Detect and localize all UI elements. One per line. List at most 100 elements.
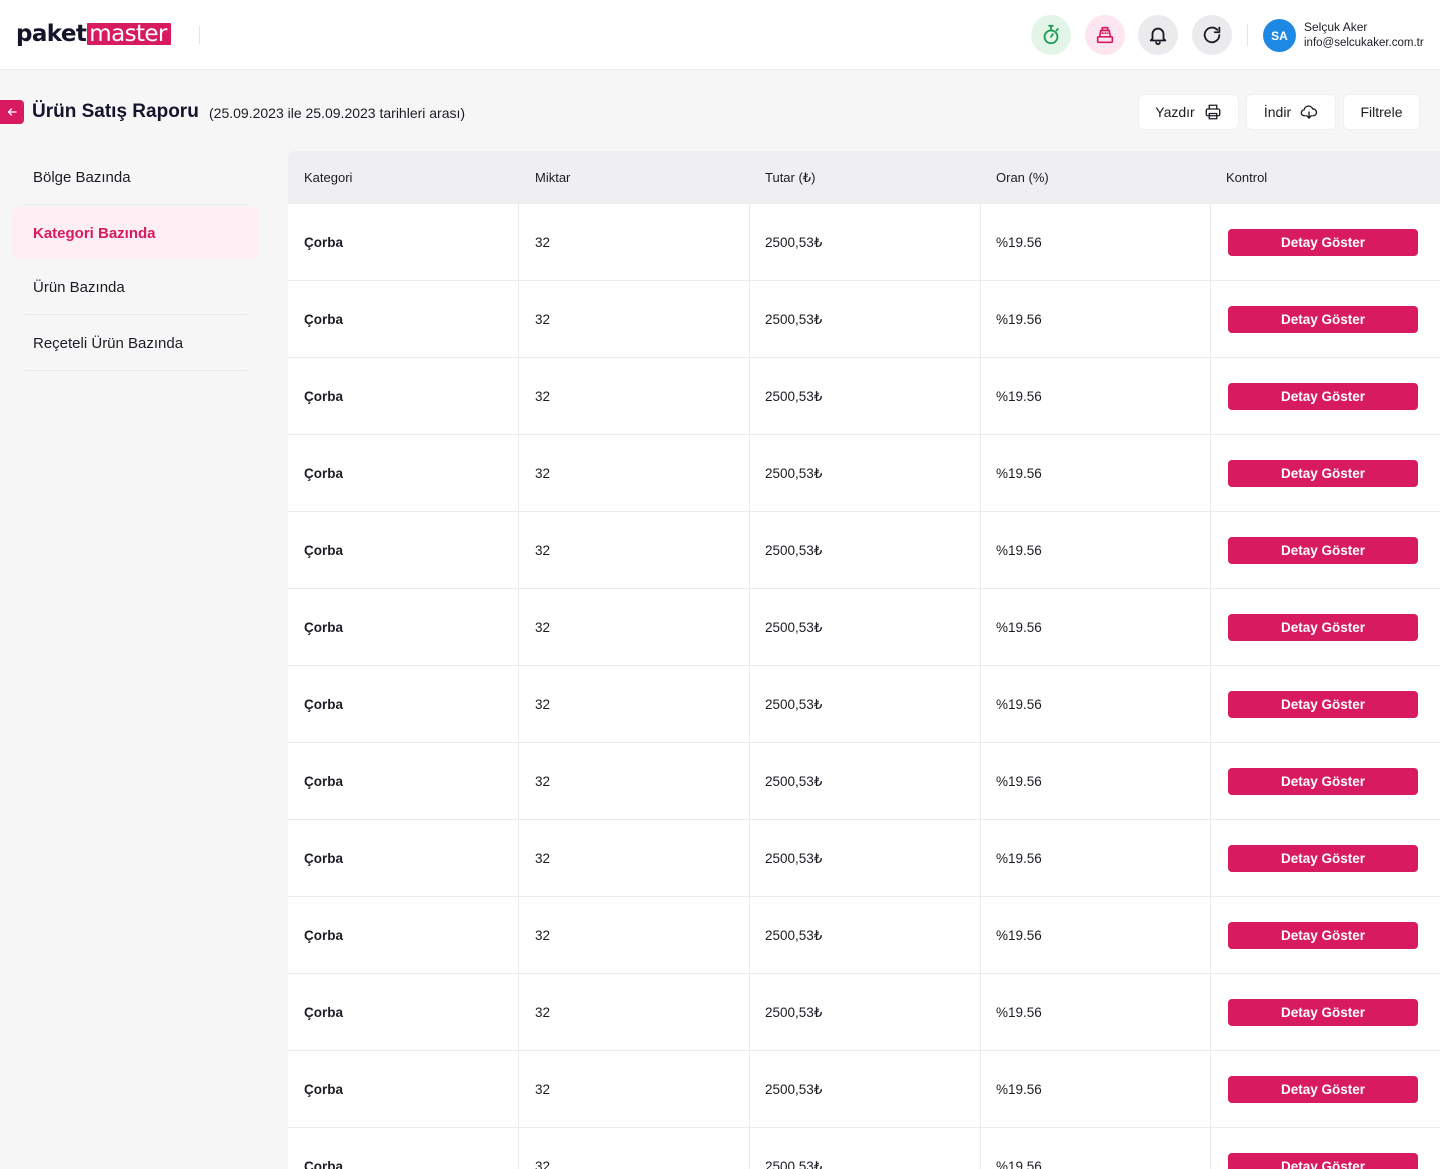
ratio-cell: %19.56 xyxy=(996,774,1042,789)
show-detail-button[interactable]: Detay Göster xyxy=(1228,229,1418,256)
refresh-icon xyxy=(1203,26,1221,44)
column-divider xyxy=(980,974,981,1051)
ratio-cell: %19.56 xyxy=(996,543,1042,558)
sidebar-item-label: Kategori Bazında xyxy=(33,224,156,242)
column-divider xyxy=(1210,1128,1211,1169)
amount-cell: 2500,53₺ xyxy=(765,697,823,712)
show-detail-button[interactable]: Detay Göster xyxy=(1228,383,1418,410)
column-divider xyxy=(518,666,519,743)
user-avatar[interactable]: SA xyxy=(1263,19,1296,52)
cloud-download-icon xyxy=(1300,105,1318,119)
sidebar-item-recipe-product[interactable]: Reçeteli Ürün Bazında xyxy=(25,316,247,371)
table-row: Çorba 32 2500,53₺ %19.56 Detay Göster xyxy=(288,512,1440,589)
column-divider xyxy=(518,1051,519,1128)
print-button[interactable]: Yazdır xyxy=(1138,94,1239,130)
table-row: Çorba 32 2500,53₺ %19.56 Detay Göster xyxy=(288,589,1440,666)
amount-cell: 2500,53₺ xyxy=(765,389,823,404)
show-detail-button[interactable]: Detay Göster xyxy=(1228,768,1418,795)
column-divider xyxy=(1210,204,1211,281)
column-divider xyxy=(980,1128,981,1169)
show-detail-button[interactable]: Detay Göster xyxy=(1228,460,1418,487)
ratio-cell: %19.56 xyxy=(996,1082,1042,1097)
column-divider xyxy=(749,589,750,666)
column-divider xyxy=(1210,897,1211,974)
ratio-cell: %19.56 xyxy=(996,389,1042,404)
column-header-control: Kontrol xyxy=(1226,170,1268,185)
column-header-quantity[interactable]: Miktar xyxy=(535,170,571,185)
column-header-ratio[interactable]: Oran (%) xyxy=(996,170,1049,185)
sidebar-item-category[interactable]: Kategori Bazında xyxy=(12,207,258,259)
table-row: Çorba 32 2500,53₺ %19.56 Detay Göster xyxy=(288,743,1440,820)
back-button[interactable] xyxy=(0,100,24,124)
refresh-button[interactable] xyxy=(1192,15,1232,55)
column-divider xyxy=(518,589,519,666)
ratio-cell: %19.56 xyxy=(996,1005,1042,1020)
column-divider xyxy=(980,204,981,281)
column-divider xyxy=(749,435,750,512)
notifications-button[interactable] xyxy=(1138,15,1178,55)
show-detail-button[interactable]: Detay Göster xyxy=(1228,306,1418,333)
ratio-cell: %19.56 xyxy=(996,235,1042,250)
amount-cell: 2500,53₺ xyxy=(765,620,823,635)
show-detail-button[interactable]: Detay Göster xyxy=(1228,922,1418,949)
ratio-cell: %19.56 xyxy=(996,928,1042,943)
show-detail-button[interactable]: Detay Göster xyxy=(1228,1076,1418,1103)
amount-cell: 2500,53₺ xyxy=(765,774,823,789)
download-button[interactable]: İndir xyxy=(1246,94,1336,130)
show-detail-button[interactable]: Detay Göster xyxy=(1228,537,1418,564)
column-divider xyxy=(749,820,750,897)
page-title: Ürün Satış Raporu xyxy=(32,101,199,122)
table-header: Kategori Miktar Tutar (₺) Oran (%) Kontr… xyxy=(288,151,1440,204)
column-divider xyxy=(1210,512,1211,589)
column-divider xyxy=(980,589,981,666)
column-divider xyxy=(518,358,519,435)
column-divider xyxy=(1210,743,1211,820)
category-cell: Çorba xyxy=(304,1082,344,1097)
column-divider xyxy=(1210,281,1211,358)
report-table: Kategori Miktar Tutar (₺) Oran (%) Kontr… xyxy=(288,151,1440,1169)
user-name: Selçuk Aker xyxy=(1304,20,1368,34)
column-divider xyxy=(518,897,519,974)
cash-register-button[interactable] xyxy=(1085,15,1125,55)
filter-label: Filtrele xyxy=(1360,104,1403,120)
paketmaster-logo[interactable]: paket master xyxy=(16,22,171,46)
filter-button[interactable]: Filtrele xyxy=(1343,94,1420,130)
quantity-cell: 32 xyxy=(535,620,551,635)
column-divider xyxy=(518,512,519,589)
ratio-cell: %19.56 xyxy=(996,697,1042,712)
column-divider xyxy=(980,897,981,974)
timer-button[interactable] xyxy=(1031,15,1071,55)
show-detail-button[interactable]: Detay Göster xyxy=(1228,999,1418,1026)
category-cell: Çorba xyxy=(304,466,344,481)
column-divider xyxy=(518,1128,519,1169)
download-label: İndir xyxy=(1263,104,1292,120)
show-detail-button[interactable]: Detay Göster xyxy=(1228,845,1418,872)
sidebar-item-label: Ürün Bazında xyxy=(33,278,125,296)
category-cell: Çorba xyxy=(304,697,344,712)
printer-icon xyxy=(1205,104,1221,120)
show-detail-button[interactable]: Detay Göster xyxy=(1228,614,1418,641)
column-divider xyxy=(518,204,519,281)
column-divider xyxy=(980,435,981,512)
column-header-amount[interactable]: Tutar (₺) xyxy=(765,170,816,185)
category-cell: Çorba xyxy=(304,389,344,404)
ratio-cell: %19.56 xyxy=(996,466,1042,481)
category-cell: Çorba xyxy=(304,928,344,943)
column-divider xyxy=(749,358,750,435)
logo-text-paket: paket xyxy=(16,21,87,47)
ratio-cell: %19.56 xyxy=(996,620,1042,635)
amount-cell: 2500,53₺ xyxy=(765,543,823,558)
show-detail-button[interactable]: Detay Göster xyxy=(1228,1153,1418,1169)
logo-divider xyxy=(199,26,200,44)
column-divider xyxy=(749,204,750,281)
sidebar-item-region[interactable]: Bölge Bazında xyxy=(25,150,247,205)
column-divider xyxy=(518,974,519,1051)
logo-text-master: master xyxy=(87,23,171,46)
sidebar-item-product[interactable]: Ürün Bazında xyxy=(25,260,247,315)
column-divider xyxy=(749,666,750,743)
column-header-category[interactable]: Kategori xyxy=(304,170,353,185)
show-detail-button[interactable]: Detay Göster xyxy=(1228,691,1418,718)
amount-cell: 2500,53₺ xyxy=(765,928,823,943)
cash-register-icon xyxy=(1096,26,1114,44)
quantity-cell: 32 xyxy=(535,543,551,558)
